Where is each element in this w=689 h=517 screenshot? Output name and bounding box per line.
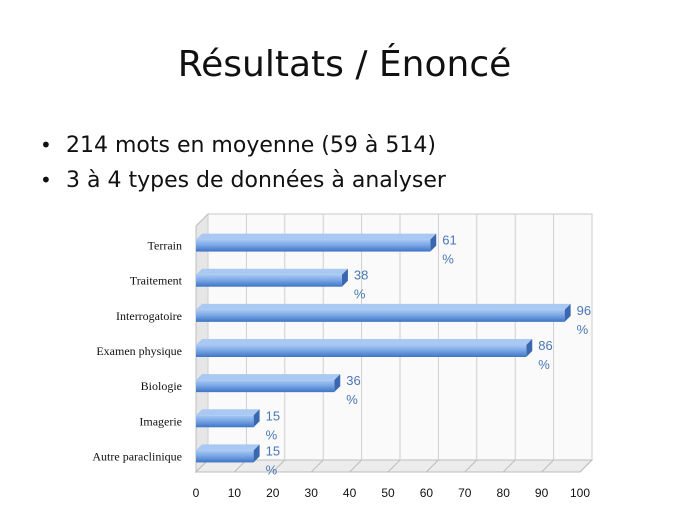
data-label: 38% xyxy=(354,268,368,302)
data-label-line: 96 xyxy=(577,303,591,318)
x-tick-label: 0 xyxy=(193,486,200,500)
bar-end-face xyxy=(564,303,571,322)
bar-end-face xyxy=(334,374,341,393)
floor-gridline xyxy=(426,459,439,473)
bar-end-face xyxy=(430,233,437,252)
x-tick-label: 70 xyxy=(458,486,472,500)
bar-1 xyxy=(196,268,348,287)
bar-6 xyxy=(196,444,260,463)
x-tick-label: 30 xyxy=(305,486,319,500)
bar-front-face xyxy=(196,415,254,428)
data-label: 15% xyxy=(266,443,280,477)
bar-top-face xyxy=(196,303,571,310)
data-label-line: 15 xyxy=(266,443,280,458)
x-tick-label: 80 xyxy=(497,486,511,500)
bar-top-face xyxy=(196,444,260,451)
category-label: Biologie xyxy=(141,379,182,393)
bar-front-face xyxy=(196,380,335,393)
bullet-icon: • xyxy=(40,133,52,157)
category-label: Autre paraclinique xyxy=(92,449,182,463)
data-label-line: 15 xyxy=(266,408,280,423)
bullet-text: 214 mots en moyenne (59 à 514) xyxy=(66,133,436,158)
data-label: 96% xyxy=(577,303,591,337)
bullet-item: • 214 mots en moyenne (59 à 514) xyxy=(40,128,446,163)
data-label-line: 61 xyxy=(442,233,456,248)
bar-top-face xyxy=(196,268,348,275)
floor-gridline xyxy=(464,459,478,473)
x-tick-label: 40 xyxy=(343,486,357,500)
bar-end-face xyxy=(253,409,260,428)
data-labels: 61 %38 %96 %86 %36 %15 %15% xyxy=(266,233,592,478)
bar-3 xyxy=(196,339,533,357)
bar-top-face xyxy=(196,339,533,345)
x-tick-label: 10 xyxy=(228,486,242,500)
bar-front-face xyxy=(196,239,431,252)
data-label-line: 38 xyxy=(354,268,368,283)
data-label-line: % xyxy=(577,322,589,337)
data-label: 15% xyxy=(266,408,280,442)
bar-end-face xyxy=(526,339,533,357)
tick-labels: 0 10 20 30 40 50 60 70 80 90 100 xyxy=(193,486,591,500)
x-tick-label: 20 xyxy=(266,486,280,500)
bar-top-face xyxy=(196,233,437,240)
data-label-line: % xyxy=(538,357,550,372)
bar-2 xyxy=(196,303,571,322)
category-label: Traitement xyxy=(130,274,183,288)
bar-0 xyxy=(196,233,437,252)
data-label-line: % xyxy=(346,392,358,407)
chart-bars xyxy=(196,233,571,463)
category-label: Terrain xyxy=(148,239,182,253)
data-label: 61% xyxy=(442,233,456,267)
bar-top-face xyxy=(196,409,260,416)
floor-gridline xyxy=(349,459,362,473)
bullet-icon: • xyxy=(40,168,52,192)
bar-front-face xyxy=(196,274,342,287)
floor-gridline xyxy=(387,459,401,473)
data-label: 36% xyxy=(346,373,360,407)
bar-5 xyxy=(196,409,260,428)
category-label: Imagerie xyxy=(139,414,182,428)
x-tick-label: 100 xyxy=(570,486,590,500)
data-label-line: % xyxy=(266,427,278,442)
data-label: 86% xyxy=(538,338,552,372)
x-tick-label: 50 xyxy=(381,486,395,500)
bar-end-face xyxy=(253,444,260,463)
floor-gridline xyxy=(310,459,324,473)
slide-title: Résultats / Énoncé xyxy=(177,44,512,85)
floor-gridline xyxy=(502,459,516,473)
bar-4 xyxy=(196,374,341,393)
x-tick-label: 60 xyxy=(420,486,434,500)
category-labels: Terrain Traitement Interrogatoire Examen ph… xyxy=(92,239,182,464)
bullet-list: • 214 mots en moyenne (59 à 514) • 3 à 4 t… xyxy=(40,128,446,198)
data-label-line: % xyxy=(354,287,366,302)
data-label-line: 36 xyxy=(346,373,360,388)
bar-front-face xyxy=(196,450,254,463)
floor-gridline xyxy=(272,459,286,473)
data-label-line: % xyxy=(442,252,454,267)
floor-gridline xyxy=(541,459,554,473)
bar-front-face xyxy=(196,309,565,322)
data-label-line: % xyxy=(266,462,278,477)
bar-top-face xyxy=(196,374,341,381)
category-label: Interrogatoire xyxy=(116,309,182,323)
bullet-item: • 3 à 4 types de données à analyser xyxy=(40,163,446,198)
floor-gridline xyxy=(579,459,593,473)
bullet-text: 3 à 4 types de données à analyser xyxy=(66,168,446,193)
category-label: Examen physique xyxy=(96,344,182,358)
bar-front-face xyxy=(196,345,527,357)
x-tick-label: 90 xyxy=(535,486,549,500)
chart-grid xyxy=(195,214,593,473)
bar-end-face xyxy=(341,268,348,287)
data-label-line: 86 xyxy=(538,338,552,353)
